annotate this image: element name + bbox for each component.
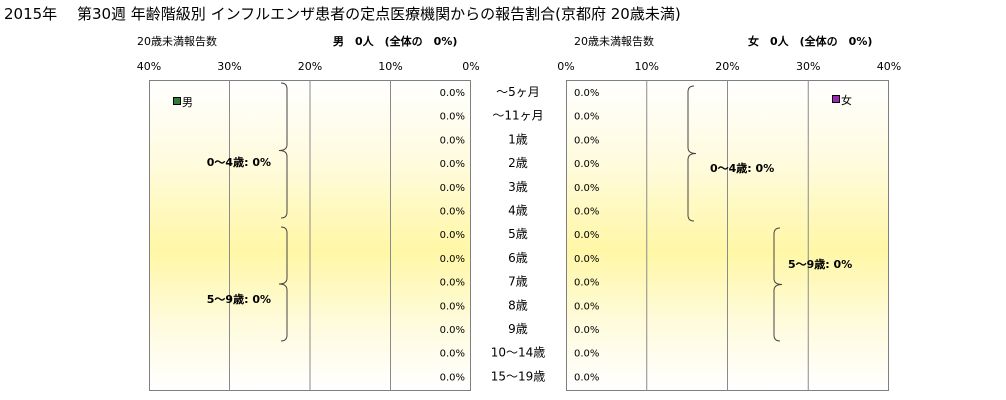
male-value-label: 0.0% xyxy=(440,278,465,289)
female-group-label: 5～9歳: 0% xyxy=(788,257,852,271)
male-value-label: 0.0% xyxy=(440,230,465,241)
male-legend-swatch xyxy=(173,97,181,105)
female-tick-label: 40% xyxy=(877,60,901,73)
male-value-label: 0.0% xyxy=(440,372,465,383)
female-brace-0-4 xyxy=(687,85,697,222)
female-value-label: 0.0% xyxy=(574,301,599,312)
female-header-text: 女 0人 (全体の 0%) xyxy=(748,35,873,48)
male-value-label: 0.0% xyxy=(440,183,465,194)
female-value-label: 0.0% xyxy=(574,372,599,383)
female-value-label: 0.0% xyxy=(574,207,599,218)
male-brace-5-9 xyxy=(278,226,288,342)
chart-title: 2015年 第30週 年齢階級別 インフルエンザ患者の定点医療機関からの報告割合… xyxy=(4,5,681,23)
female-tick-label: 10% xyxy=(635,60,659,73)
female-legend: 女 xyxy=(832,92,852,108)
female-value-label: 0.0% xyxy=(574,183,599,194)
male-value-label: 0.0% xyxy=(440,254,465,265)
male-tick-label: 0% xyxy=(462,60,479,73)
male-brace-0-4 xyxy=(278,82,288,219)
male-count-label: 20歳未満報告数 xyxy=(137,35,217,48)
female-value-label: 0.0% xyxy=(574,254,599,265)
female-count-label: 20歳未満報告数 xyxy=(574,35,654,48)
age-label: 10～14歳 xyxy=(491,346,546,360)
female-value-label: 0.0% xyxy=(574,135,599,146)
male-value-label: 0.0% xyxy=(440,112,465,123)
female-legend-swatch xyxy=(832,95,840,103)
male-value-label: 0.0% xyxy=(440,207,465,218)
male-header: 男 0人 (全体の 0%) xyxy=(333,33,457,49)
female-value-label: 0.0% xyxy=(574,159,599,170)
male-legend-label: 男 xyxy=(182,96,193,109)
age-label: 3歳 xyxy=(508,180,528,194)
age-label: 9歳 xyxy=(508,322,528,336)
male-tick-label: 30% xyxy=(217,60,241,73)
age-label: 2歳 xyxy=(508,156,528,170)
male-header-text: 男 0人 (全体の 0%) xyxy=(333,35,458,48)
female-value-label: 0.0% xyxy=(574,325,599,336)
female-brace-5-9 xyxy=(773,227,783,342)
male-value-label: 0.0% xyxy=(440,325,465,336)
female-value-label: 0.0% xyxy=(574,112,599,123)
female-group-label: 0～4歳: 0% xyxy=(710,161,774,175)
female-tick-label: 20% xyxy=(715,60,739,73)
male-tick-label: 10% xyxy=(378,60,402,73)
age-label: 1歳 xyxy=(508,132,528,146)
female-header: 女 0人 (全体の 0%) xyxy=(748,33,872,49)
female-value-label: 0.0% xyxy=(574,349,599,360)
female-tick-label: 0% xyxy=(557,60,574,73)
female-value-label: 0.0% xyxy=(574,278,599,289)
female-value-label: 0.0% xyxy=(574,230,599,241)
age-label: 7歳 xyxy=(508,275,528,289)
age-label: ～11ヶ月 xyxy=(492,109,543,123)
male-value-label: 0.0% xyxy=(440,159,465,170)
male-value-label: 0.0% xyxy=(440,88,465,99)
male-group-label: 5～9歳: 0% xyxy=(207,292,271,306)
age-label: 6歳 xyxy=(508,251,528,265)
male-tick-label: 20% xyxy=(298,60,322,73)
male-tick-label: 40% xyxy=(137,60,161,73)
female-value-label: 0.0% xyxy=(574,88,599,99)
age-label: 4歳 xyxy=(508,204,528,218)
male-value-label: 0.0% xyxy=(440,349,465,360)
age-label: 5歳 xyxy=(508,227,528,241)
age-label: 8歳 xyxy=(508,298,528,312)
male-value-label: 0.0% xyxy=(440,301,465,312)
female-legend-label: 女 xyxy=(841,94,852,107)
age-label: 15～19歳 xyxy=(491,369,546,383)
male-value-label: 0.0% xyxy=(440,135,465,146)
female-tick-label: 30% xyxy=(796,60,820,73)
male-group-label: 0～4歳: 0% xyxy=(207,155,271,169)
male-legend: 男 xyxy=(173,94,193,110)
age-label: ～5ヶ月 xyxy=(496,85,540,99)
